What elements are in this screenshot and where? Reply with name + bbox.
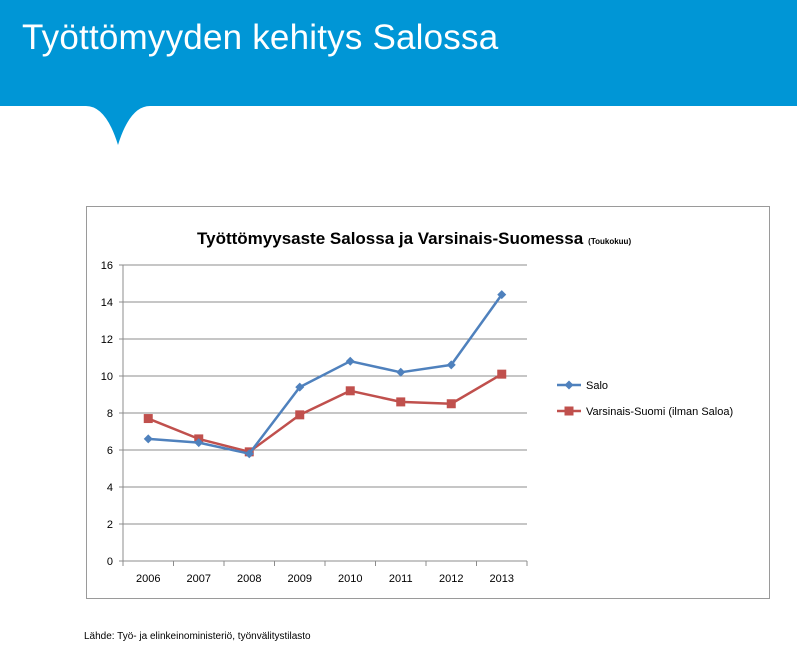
legend-marker (564, 406, 574, 416)
chart-subtitle: (Toukokuu) (588, 237, 631, 246)
legend-label: Varsinais-Suomi (ilman Saloa) (586, 406, 733, 418)
chart-title: Työttömyysaste Salossa ja Varsinais-Suom… (197, 229, 631, 248)
series-line (147, 373, 503, 454)
y-tick-label: 8 (107, 408, 113, 420)
y-tick-label: 14 (101, 297, 113, 309)
data-point (345, 386, 355, 396)
data-point (497, 369, 507, 379)
y-tick-label: 10 (101, 371, 113, 383)
legend-item: Varsinais-Suomi (ilman Saloa) (557, 406, 733, 418)
slide-title: Työttömyyden kehitys Salossa (22, 18, 499, 57)
series-lines (143, 290, 507, 459)
data-point (143, 414, 153, 424)
y-tick-label: 16 (101, 260, 113, 272)
data-point (446, 360, 456, 370)
line-chart: Työttömyysaste Salossa ja Varsinais-Suom… (101, 229, 733, 585)
title-banner (0, 0, 797, 145)
data-point (295, 382, 305, 392)
data-point (345, 356, 355, 366)
grid-lines (123, 264, 527, 525)
x-tick-label: 2008 (237, 573, 261, 585)
x-tick-label: 2007 (187, 573, 211, 585)
x-tick-label: 2010 (338, 573, 362, 585)
data-point (295, 410, 305, 420)
x-tick-label: 2009 (288, 573, 312, 585)
data-point (497, 290, 507, 300)
data-point (396, 397, 406, 407)
y-tick-label: 2 (107, 519, 113, 531)
y-tick-label: 6 (107, 445, 113, 457)
banner-shape (0, 0, 797, 145)
legend-label: Salo (586, 380, 608, 392)
legend-marker (564, 380, 574, 390)
legend-item: Salo (557, 380, 608, 392)
data-point (244, 449, 254, 459)
chart-container: Työttömyysaste Salossa ja Varsinais-Suom… (86, 206, 770, 599)
data-point (396, 367, 406, 377)
x-tick-label: 2013 (490, 573, 514, 585)
chart-title-main: Työttömyysaste Salossa ja Varsinais-Suom… (197, 229, 584, 248)
axes: 0 2 4 6 8 10 12 14 16 2006 2007 2008 2009 2010 2011 201… (101, 260, 528, 585)
y-tick-label: 4 (107, 482, 113, 494)
data-point (143, 434, 153, 444)
data-point (194, 438, 204, 448)
x-tick-label: 2012 (439, 573, 463, 585)
data-point (446, 399, 456, 409)
series-salo (143, 290, 507, 459)
source-note: Lähde: Työ- ja elinkeinoministeriö, työn… (84, 631, 311, 642)
series-line (148, 293, 503, 455)
x-tick-label: 2011 (389, 573, 413, 585)
x-tick-label: 2006 (136, 573, 160, 585)
y-tick-label: 12 (101, 334, 113, 346)
y-tick-label: 0 (107, 556, 113, 568)
legend: Salo Varsinais-Suomi (ilman Saloa) (557, 380, 733, 418)
